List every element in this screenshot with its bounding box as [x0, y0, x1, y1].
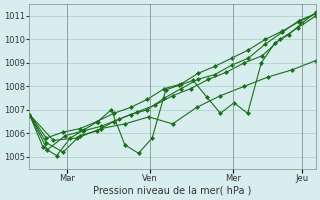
- X-axis label: Pression niveau de la mer( hPa ): Pression niveau de la mer( hPa ): [93, 186, 252, 196]
